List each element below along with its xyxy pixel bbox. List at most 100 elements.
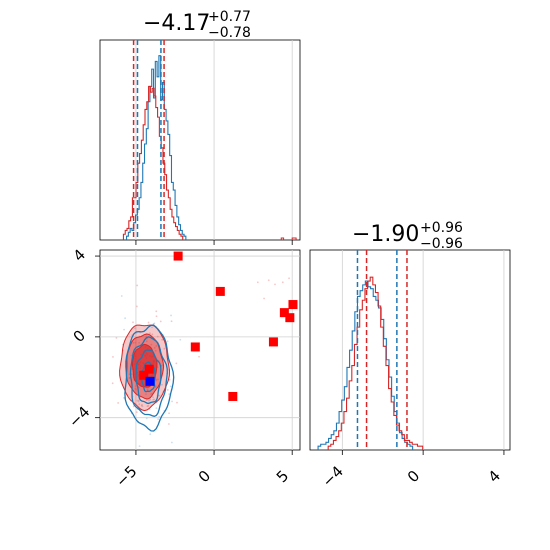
p3-title-median: −1.90	[352, 222, 419, 247]
scatter-point	[263, 297, 265, 300]
p3-title-plus: +0.96	[420, 220, 463, 236]
scatter-point	[112, 356, 114, 358]
scatter-point	[170, 441, 173, 444]
p1-histograms	[122, 55, 297, 240]
blue-marker	[145, 376, 155, 386]
p3-histograms	[317, 276, 424, 450]
scatter-point	[163, 347, 166, 350]
scatter-point	[145, 340, 148, 343]
scatter-point	[120, 295, 123, 297]
scatter-point	[175, 362, 178, 365]
p3-title-minus: −0.96	[420, 236, 463, 252]
p2-x-tick-labels: −5 0 5	[112, 462, 292, 490]
scatter-point	[138, 403, 141, 406]
scatter-point	[166, 389, 169, 391]
scatter-point	[281, 281, 284, 284]
p2-markers	[139, 251, 298, 401]
red-marker	[228, 391, 238, 401]
blue-contour	[129, 336, 168, 417]
scatter-point	[288, 277, 290, 280]
scatter-point	[111, 382, 114, 385]
scatter-point	[155, 315, 158, 318]
x-tick-label: 0	[195, 467, 214, 486]
scatter-point	[176, 401, 178, 404]
scatter-point	[168, 412, 170, 415]
red-marker	[288, 300, 298, 310]
scatter-point	[146, 389, 149, 391]
scatter-point	[136, 305, 138, 308]
x-tick-label: 5	[273, 467, 292, 486]
scatter-point	[169, 385, 172, 388]
scatter-point	[151, 333, 154, 336]
red-marker	[139, 370, 149, 380]
scatter-point	[132, 405, 135, 408]
scatter-point	[158, 415, 161, 418]
red-marker	[285, 313, 295, 323]
panel-bottom-right: −4 0 4 −1.90 +0.96 −0.96	[309, 220, 511, 491]
red-marker	[268, 337, 278, 347]
panel-top-left-frame	[99, 39, 301, 241]
scatter-point	[155, 345, 158, 347]
panel-bottom-right-frame	[309, 249, 511, 451]
y-tick-label: 0	[70, 326, 89, 345]
scatter-point	[159, 320, 162, 323]
scatter-point	[150, 343, 153, 346]
scatter-point	[149, 433, 152, 436]
panel-bottom-left: −5 0 5 −4 0 4	[65, 246, 301, 491]
histogram-step	[122, 85, 184, 240]
scatter-point	[134, 385, 137, 388]
scatter-point	[123, 328, 125, 331]
y-tick-label: 4	[70, 246, 89, 265]
x-tick-label: −4	[319, 462, 347, 490]
scatter-point	[274, 283, 276, 286]
scatter-point	[137, 400, 140, 403]
scatter-point	[135, 411, 138, 413]
scatter-point	[148, 332, 151, 335]
scatter-point	[134, 327, 136, 330]
scatter-point	[117, 402, 120, 404]
scatter-point	[145, 335, 148, 338]
scatter-point	[153, 322, 156, 325]
scatter-point	[153, 346, 156, 349]
p2-ticks	[95, 255, 293, 455]
scatter-point	[151, 326, 153, 329]
p3-quantile-lines	[356, 250, 408, 450]
p1-ticks	[135, 240, 293, 245]
scatter-point	[148, 408, 151, 411]
histogram-tail	[291, 237, 297, 240]
scatter-point	[179, 338, 182, 341]
scatter-point	[267, 279, 270, 282]
scatter-point	[157, 378, 159, 381]
scatter-point	[130, 354, 133, 357]
p2-contours	[119, 324, 175, 432]
scatter-point	[145, 393, 147, 396]
p1-title-minus: −0.78	[208, 25, 251, 41]
p1-title-plus: +0.77	[208, 9, 251, 25]
scatter-point	[155, 378, 158, 381]
scatter-point	[170, 314, 172, 317]
scatter-point	[166, 340, 169, 343]
scatter-point	[147, 399, 150, 402]
red-marker	[279, 308, 289, 318]
scatter-point	[156, 335, 159, 338]
scatter-point	[146, 405, 149, 408]
p2-y-tick-labels: −4 0 4	[65, 246, 93, 432]
scatter-point	[152, 398, 155, 401]
x-tick-label: 4	[485, 467, 504, 486]
histogram-step	[327, 276, 424, 450]
scatter-point	[161, 383, 163, 386]
red-marker	[215, 286, 225, 296]
red-marker	[144, 364, 154, 374]
scatter-point	[149, 398, 152, 401]
scatter-point	[140, 404, 143, 407]
scatter-point	[168, 378, 171, 381]
scatter-point	[154, 349, 157, 352]
histogram-step	[126, 55, 187, 240]
scatter-point	[132, 341, 135, 344]
scatter-point	[152, 396, 154, 399]
panel-top-left: −4.17 +0.77 −0.78	[99, 9, 301, 245]
y-tick-label: −4	[65, 403, 93, 431]
scatter-point	[147, 321, 150, 324]
p3-grid	[341, 250, 505, 450]
scatter-point	[134, 387, 137, 390]
